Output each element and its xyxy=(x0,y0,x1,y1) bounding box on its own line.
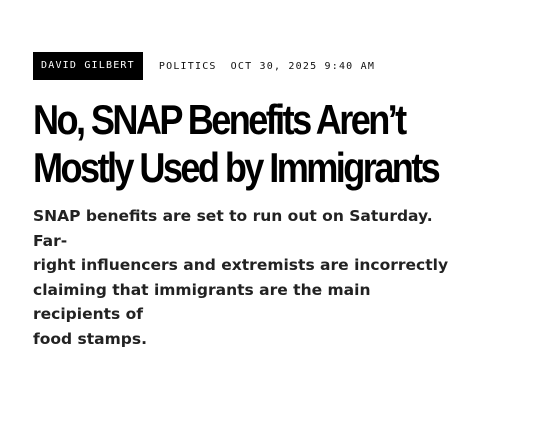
article-dek: SNAP benefits are set to run out on Satu… xyxy=(33,204,453,351)
article-header: David Gilbert Politics Oct 30, 2025 9:40… xyxy=(33,52,513,351)
headline-line-2: Mostly Used by Immigrants xyxy=(33,144,441,191)
dek-line-2: right influencers and extremists are inc… xyxy=(33,256,449,274)
byline-row: David Gilbert Politics Oct 30, 2025 9:40… xyxy=(33,52,513,80)
author-link[interactable]: David Gilbert xyxy=(33,52,143,80)
dek-line-1: SNAP benefits are set to run out on Satu… xyxy=(33,207,433,250)
headline-line-1: No, SNAP Benefits Aren’t xyxy=(33,96,407,143)
dek-line-4: food stamps. xyxy=(33,329,147,348)
publish-timestamp: Oct 30, 2025 9:40 AM xyxy=(230,60,376,72)
article-headline: No, SNAP Benefits Aren’t Mostly Used by … xyxy=(33,96,515,192)
dek-line-3: claiming that immigrants are the main re… xyxy=(33,280,371,324)
section-link[interactable]: Politics xyxy=(158,60,217,72)
